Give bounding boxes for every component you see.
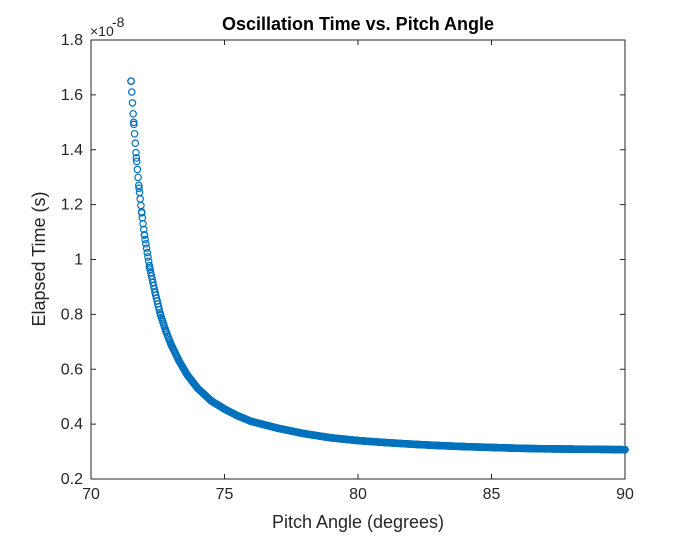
data-point: [144, 257, 153, 266]
data-point: [135, 181, 143, 190]
y-tick-label: 1.4: [61, 142, 83, 159]
data-point: [132, 154, 141, 162]
ticks: 70 75 80 85 90 0.2 0.4 0.6 0.8 1 1.2 1.4 1.6 1.8: [61, 32, 634, 503]
data-point: [128, 99, 137, 107]
data-point: [129, 109, 137, 118]
data-point: [143, 248, 152, 257]
x-tick-label: 90: [616, 486, 634, 503]
y-tick-label: 0.6: [61, 361, 83, 378]
data-point: [135, 184, 143, 192]
data-point: [144, 253, 152, 261]
y-tick-label: 1.6: [61, 87, 83, 104]
data-point: [134, 173, 142, 182]
x-tick-label: 85: [483, 486, 501, 503]
data-point: [140, 231, 149, 239]
x-tick-label: 75: [216, 486, 234, 503]
y-tick-label: 0.2: [61, 471, 83, 488]
data-point: [621, 445, 629, 454]
y-tick-label: 0.8: [61, 306, 83, 323]
data-point: [142, 244, 151, 253]
data-point: [155, 305, 164, 314]
data-point: [145, 261, 154, 270]
data-point: [127, 77, 135, 85]
y-tick-label: 1.8: [61, 32, 83, 49]
x-tick-label: 80: [349, 486, 367, 503]
data-points: [127, 77, 629, 454]
data-point: [142, 240, 150, 248]
x-tick-label: 70: [82, 486, 100, 503]
plot-area: 70 75 80 85 90 0.2 0.4 0.6 0.8 1 1.2 1.4 1.6 1.8: [61, 32, 634, 503]
data-point: [141, 235, 149, 244]
data-point: [139, 225, 148, 234]
data-point: [130, 120, 138, 129]
data-point: [130, 129, 139, 138]
y-axis-label: Elapsed Time (s): [29, 191, 49, 326]
chart-title: Oscillation Time vs. Pitch Angle: [222, 14, 494, 34]
y-tick-label: 0.4: [61, 416, 83, 433]
data-point: [131, 139, 140, 148]
y-exponent-power: -8: [112, 14, 125, 30]
data-point: [127, 88, 136, 96]
y-tick-label: 1.2: [61, 197, 83, 214]
data-point: [133, 165, 142, 174]
data-point: [132, 148, 140, 157]
axes-box: [90, 39, 626, 480]
y-exponent-base: ×10: [90, 23, 114, 39]
x-axis-label: Pitch Angle (degrees): [272, 512, 444, 532]
data-point: [132, 157, 141, 166]
y-tick-label: 1: [74, 252, 83, 269]
